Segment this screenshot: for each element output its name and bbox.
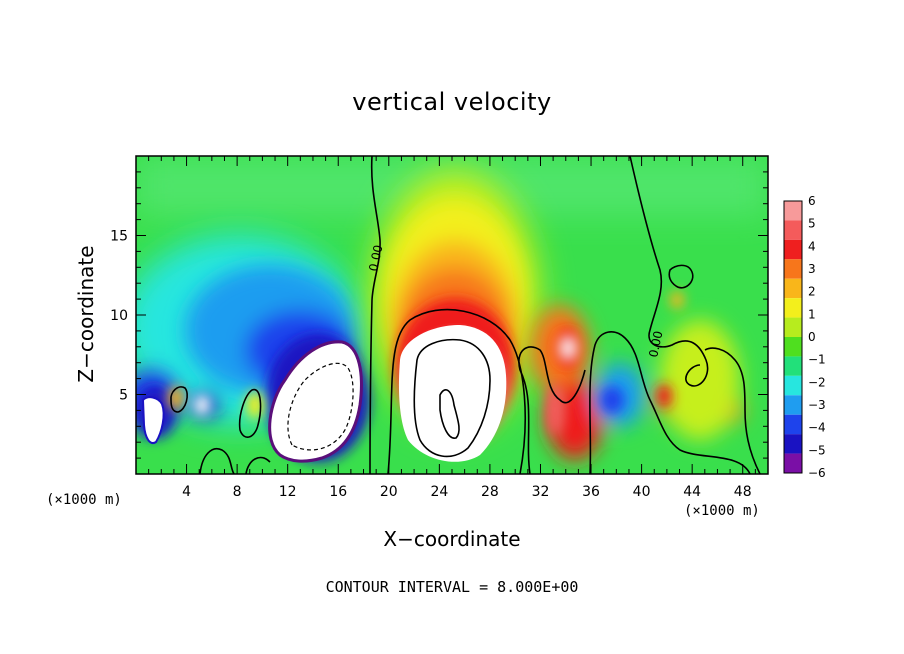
right-contour-b bbox=[589, 331, 751, 474]
left-contour-c bbox=[238, 388, 262, 438]
colorbar-label: −2 bbox=[808, 375, 826, 389]
y-axis-label: Z−coordinate bbox=[74, 245, 98, 383]
right-contour-c bbox=[629, 156, 709, 387]
colorbar-swatch bbox=[784, 220, 802, 240]
right-contour-a bbox=[518, 346, 586, 474]
x-tick-label: 8 bbox=[233, 484, 242, 500]
heatmap-field: 0.00 0.00 bbox=[136, 156, 768, 474]
x-tick-label: 24 bbox=[430, 484, 448, 500]
updraft-core-contour bbox=[439, 389, 460, 439]
saturated-left-cell bbox=[141, 396, 165, 444]
x-tick-label: 12 bbox=[279, 484, 297, 500]
contour-interval-note: CONTOUR INTERVAL = 8.000E+00 bbox=[325, 578, 579, 596]
colorbar-label: 0 bbox=[808, 330, 816, 344]
colorbar-label: −3 bbox=[808, 398, 826, 412]
x-tick-label: 44 bbox=[683, 484, 701, 500]
left-contour-d bbox=[170, 386, 188, 413]
colorbar-label: −5 bbox=[808, 443, 826, 457]
x-tick-label: 16 bbox=[329, 484, 347, 500]
contour-label-right: 0.00 bbox=[646, 330, 665, 359]
colorbar-swatch bbox=[784, 317, 802, 337]
right-small-cells bbox=[168, 291, 684, 436]
x-tick-label: 40 bbox=[633, 484, 651, 500]
colorbar-swatch bbox=[784, 298, 802, 318]
x-tick-label: 32 bbox=[532, 484, 550, 500]
colorbar-swatch bbox=[784, 375, 802, 396]
chart-title: vertical velocity bbox=[352, 88, 552, 116]
colorbar-label: 4 bbox=[808, 239, 816, 253]
x-tick-label: 4 bbox=[182, 484, 191, 500]
colorbar-frame bbox=[783, 200, 803, 474]
colorbar-swatch bbox=[784, 395, 802, 415]
y-tick-label: 10 bbox=[110, 308, 128, 324]
right-contour-d bbox=[668, 264, 694, 289]
x-tick-label: 28 bbox=[481, 484, 499, 500]
colorbar-swatch bbox=[784, 453, 802, 473]
colorbar-label: 6 bbox=[808, 194, 816, 208]
colorbar-swatch bbox=[784, 239, 802, 260]
y-tick-label: 5 bbox=[119, 388, 128, 404]
x-unit-left: (×1000 m) bbox=[46, 492, 122, 508]
colorbar-swatch bbox=[784, 201, 802, 221]
x-tick-label: 48 bbox=[734, 484, 752, 500]
colorbar-label: 1 bbox=[808, 307, 816, 321]
right-contour-e bbox=[704, 347, 761, 474]
colorbar-swatch bbox=[784, 278, 802, 299]
zero-contour bbox=[369, 156, 381, 474]
x-tick-label: 20 bbox=[380, 484, 398, 500]
x-tick-label: 36 bbox=[582, 484, 600, 500]
colorbar-label: −6 bbox=[808, 466, 826, 480]
contour-label-zero: 0.00 bbox=[366, 244, 385, 273]
colorbar-label: 3 bbox=[808, 262, 816, 276]
saturated-downdraft bbox=[268, 340, 363, 463]
colorbar-label: −4 bbox=[808, 421, 826, 435]
left-contour-b bbox=[245, 456, 271, 474]
colorbar-label: 5 bbox=[808, 217, 816, 231]
contour-lines bbox=[170, 156, 761, 474]
colorbar-swatch bbox=[784, 259, 802, 279]
y-axis-ticks: 5 10 15 bbox=[110, 171, 768, 459]
colorbar-label: 2 bbox=[808, 285, 816, 299]
left-contour-a bbox=[199, 448, 235, 474]
y-tick-label: 15 bbox=[110, 229, 128, 245]
updraft-inner-contour bbox=[413, 338, 491, 458]
colorbar-swatch bbox=[784, 414, 802, 435]
x-axis-ticks: 4 8 12 16 20 24 28 32 36 40 44 48 bbox=[148, 156, 756, 500]
updraft-outer-contour bbox=[387, 308, 526, 474]
colorbar-swatch bbox=[784, 337, 802, 357]
colorbar: 6 5 4 3 2 1 0 −1 −2 −3 −4 −5 −6 bbox=[783, 194, 826, 480]
colorbar-label: −1 bbox=[808, 353, 826, 367]
x-unit-right: (×1000 m) bbox=[684, 503, 760, 519]
x-axis-label: X−coordinate bbox=[383, 527, 521, 551]
colorbar-swatch bbox=[784, 434, 802, 454]
colorbar-swatch bbox=[784, 356, 802, 376]
